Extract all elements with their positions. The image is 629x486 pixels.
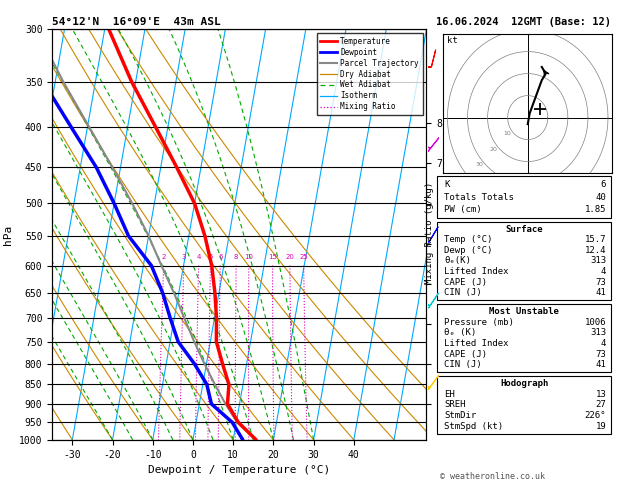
Text: 13: 13: [596, 390, 606, 399]
Y-axis label: km
ASL: km ASL: [453, 224, 470, 245]
Text: CIN (J): CIN (J): [444, 288, 482, 297]
Text: 313: 313: [590, 257, 606, 265]
Text: 12.4: 12.4: [585, 246, 606, 255]
Text: © weatheronline.co.uk: © weatheronline.co.uk: [440, 472, 545, 481]
Text: Lifted Index: Lifted Index: [444, 267, 509, 276]
Y-axis label: hPa: hPa: [3, 225, 13, 244]
Text: 73: 73: [596, 350, 606, 359]
FancyBboxPatch shape: [437, 304, 611, 372]
Text: 30: 30: [476, 162, 483, 167]
Text: StmSpd (kt): StmSpd (kt): [444, 421, 503, 431]
Text: Dewp (°C): Dewp (°C): [444, 246, 493, 255]
Text: 10: 10: [504, 131, 511, 136]
Text: 40: 40: [596, 192, 606, 202]
Text: 73: 73: [596, 278, 606, 287]
FancyBboxPatch shape: [437, 176, 611, 218]
Text: 3: 3: [182, 254, 186, 260]
Text: kt: kt: [447, 36, 458, 45]
Text: EH: EH: [444, 390, 455, 399]
Text: StmDir: StmDir: [444, 411, 476, 420]
Text: 4: 4: [601, 339, 606, 348]
Text: PW (cm): PW (cm): [444, 205, 482, 214]
Text: 8: 8: [234, 254, 238, 260]
Text: 4: 4: [197, 254, 201, 260]
Text: 6: 6: [601, 180, 606, 190]
Text: SREH: SREH: [444, 400, 465, 409]
Text: 41: 41: [596, 288, 606, 297]
Text: LCL: LCL: [442, 418, 457, 427]
Text: 1006: 1006: [585, 318, 606, 327]
Text: Most Unstable: Most Unstable: [489, 307, 559, 316]
Text: 20: 20: [286, 254, 294, 260]
Legend: Temperature, Dewpoint, Parcel Trajectory, Dry Adiabat, Wet Adiabat, Isotherm, Mi: Temperature, Dewpoint, Parcel Trajectory…: [316, 33, 423, 115]
Text: Hodograph: Hodograph: [500, 379, 548, 388]
Text: 54°12'N  16°09'E  43m ASL: 54°12'N 16°09'E 43m ASL: [52, 17, 221, 27]
Text: CAPE (J): CAPE (J): [444, 350, 487, 359]
Text: 15: 15: [268, 254, 277, 260]
Text: Lifted Index: Lifted Index: [444, 339, 509, 348]
X-axis label: Dewpoint / Temperature (°C): Dewpoint / Temperature (°C): [148, 465, 330, 475]
Text: 2: 2: [162, 254, 166, 260]
Text: Mixing Ratio (g/kg): Mixing Ratio (g/kg): [425, 182, 434, 284]
FancyBboxPatch shape: [437, 376, 611, 434]
Text: Pressure (mb): Pressure (mb): [444, 318, 514, 327]
Text: Surface: Surface: [506, 225, 543, 234]
Text: 5: 5: [208, 254, 213, 260]
Text: 27: 27: [596, 400, 606, 409]
Text: CAPE (J): CAPE (J): [444, 278, 487, 287]
Text: 10: 10: [244, 254, 253, 260]
Text: CIN (J): CIN (J): [444, 360, 482, 369]
Text: 6: 6: [218, 254, 223, 260]
Text: 226°: 226°: [585, 411, 606, 420]
Text: 20: 20: [489, 147, 498, 152]
Text: Totals Totals: Totals Totals: [444, 192, 514, 202]
Text: K: K: [444, 180, 450, 190]
Text: θₑ (K): θₑ (K): [444, 329, 476, 337]
Text: 19: 19: [596, 421, 606, 431]
Text: 16.06.2024  12GMT (Base: 12): 16.06.2024 12GMT (Base: 12): [436, 17, 611, 27]
Text: 25: 25: [299, 254, 308, 260]
Text: θₑ(K): θₑ(K): [444, 257, 471, 265]
Text: 1.85: 1.85: [585, 205, 606, 214]
Text: 313: 313: [590, 329, 606, 337]
Text: 41: 41: [596, 360, 606, 369]
Text: Temp (°C): Temp (°C): [444, 235, 493, 244]
Text: 15.7: 15.7: [585, 235, 606, 244]
Text: 4: 4: [601, 267, 606, 276]
FancyBboxPatch shape: [437, 222, 611, 300]
